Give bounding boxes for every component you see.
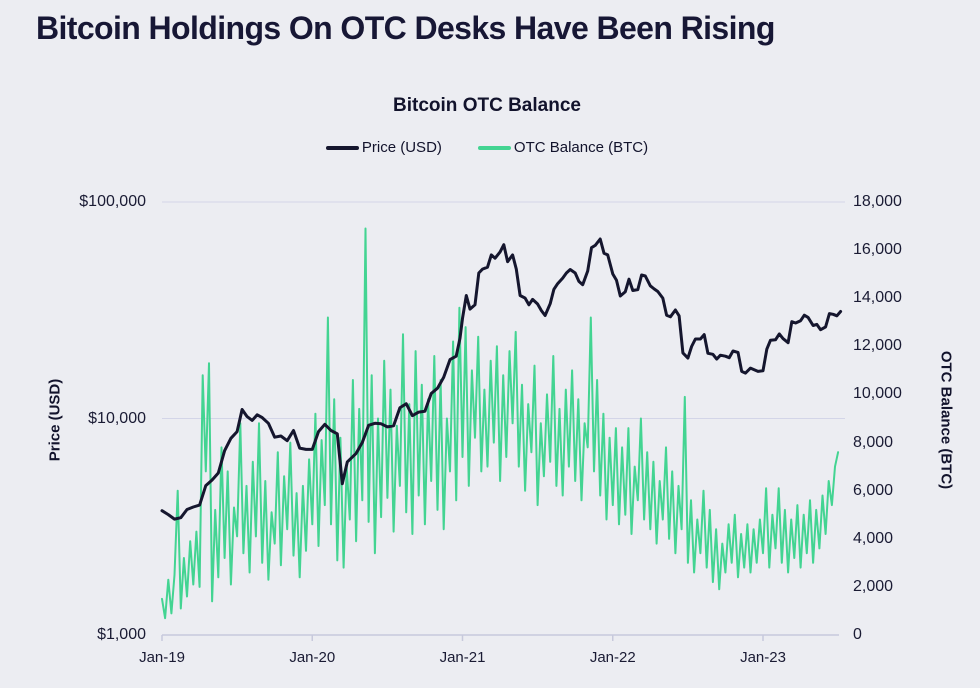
right-axis-tick-label: 0 [853, 626, 862, 643]
legend-item-otc: OTC Balance (BTC) [477, 139, 649, 156]
x-axis-tick-label: Jan-22 [589, 649, 636, 666]
otc-line-swatch-icon [477, 145, 511, 150]
chart-legend: Price (USD) OTC Balance (BTC) [0, 139, 974, 156]
x-axis-tick-label: Jan-21 [439, 649, 486, 666]
right-axis-tick-label: 16,000 [853, 241, 902, 259]
otc-balance-series-line [161, 227, 840, 620]
right-axis-tick-label: 6,000 [853, 481, 894, 499]
right-axis-tick-label: 12,000 [853, 337, 902, 355]
legend-label-price: Price (USD) [361, 139, 442, 156]
x-axis-tick-label: Jan-20 [289, 649, 336, 666]
chart-title: Bitcoin OTC Balance [393, 95, 581, 116]
right-axis-tick-label: 2,000 [853, 577, 894, 595]
left-axis-tick-label: $10,000 [88, 409, 146, 427]
price-line-swatch-icon [325, 145, 359, 150]
left-axis-tick-label: $100,000 [79, 193, 146, 210]
page-title: Bitcoin Holdings On OTC Desks Have Been … [36, 10, 775, 46]
left-axis-tick-label: $1,000 [97, 626, 146, 643]
right-axis-tick-label: 14,000 [853, 289, 902, 307]
legend-item-price: Price (USD) [325, 139, 442, 156]
x-axis-tick-label: Jan-19 [139, 649, 185, 666]
right-axis-tick-label: 8,000 [853, 433, 894, 451]
x-axis-tick-label: Jan-23 [740, 649, 786, 666]
price-series-line [160, 237, 843, 521]
right-axis-tick-label: 18,000 [853, 193, 902, 210]
legend-label-otc: OTC Balance (BTC) [513, 139, 649, 156]
right-axis-tick-label: 4,000 [853, 529, 894, 547]
right-axis-tick-label: 10,000 [853, 385, 902, 403]
